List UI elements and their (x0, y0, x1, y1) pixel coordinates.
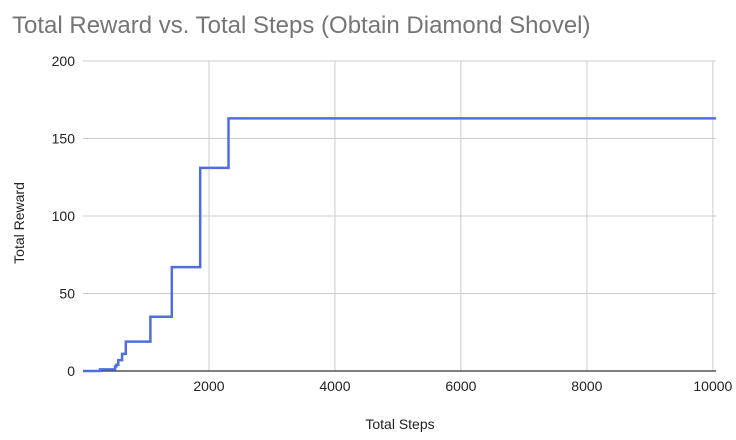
x-tick-label: 6000 (445, 378, 476, 394)
x-tick-label: 2000 (193, 378, 224, 394)
chart-title: Total Reward vs. Total Steps (Obtain Dia… (12, 12, 591, 39)
y-tick-label: 100 (52, 208, 76, 224)
grid (83, 60, 716, 371)
y-axis-label: Total Reward (11, 182, 27, 264)
y-axis-ticks: 0 50 100 150 200 (52, 53, 76, 379)
y-tick-label: 0 (67, 363, 75, 379)
x-tick-label: 8000 (571, 378, 602, 394)
series-line (83, 117, 716, 373)
x-axis-ticks: 2000 4000 6000 8000 10000 (193, 378, 732, 394)
series-layer (83, 117, 716, 373)
x-tick-label: 4000 (319, 378, 350, 394)
x-axis-label: Total Steps (365, 416, 434, 432)
y-tick-label: 200 (52, 53, 76, 69)
y-tick-label: 150 (52, 131, 76, 147)
y-tick-label: 50 (59, 286, 75, 302)
x-tick-label: 10000 (693, 378, 732, 394)
